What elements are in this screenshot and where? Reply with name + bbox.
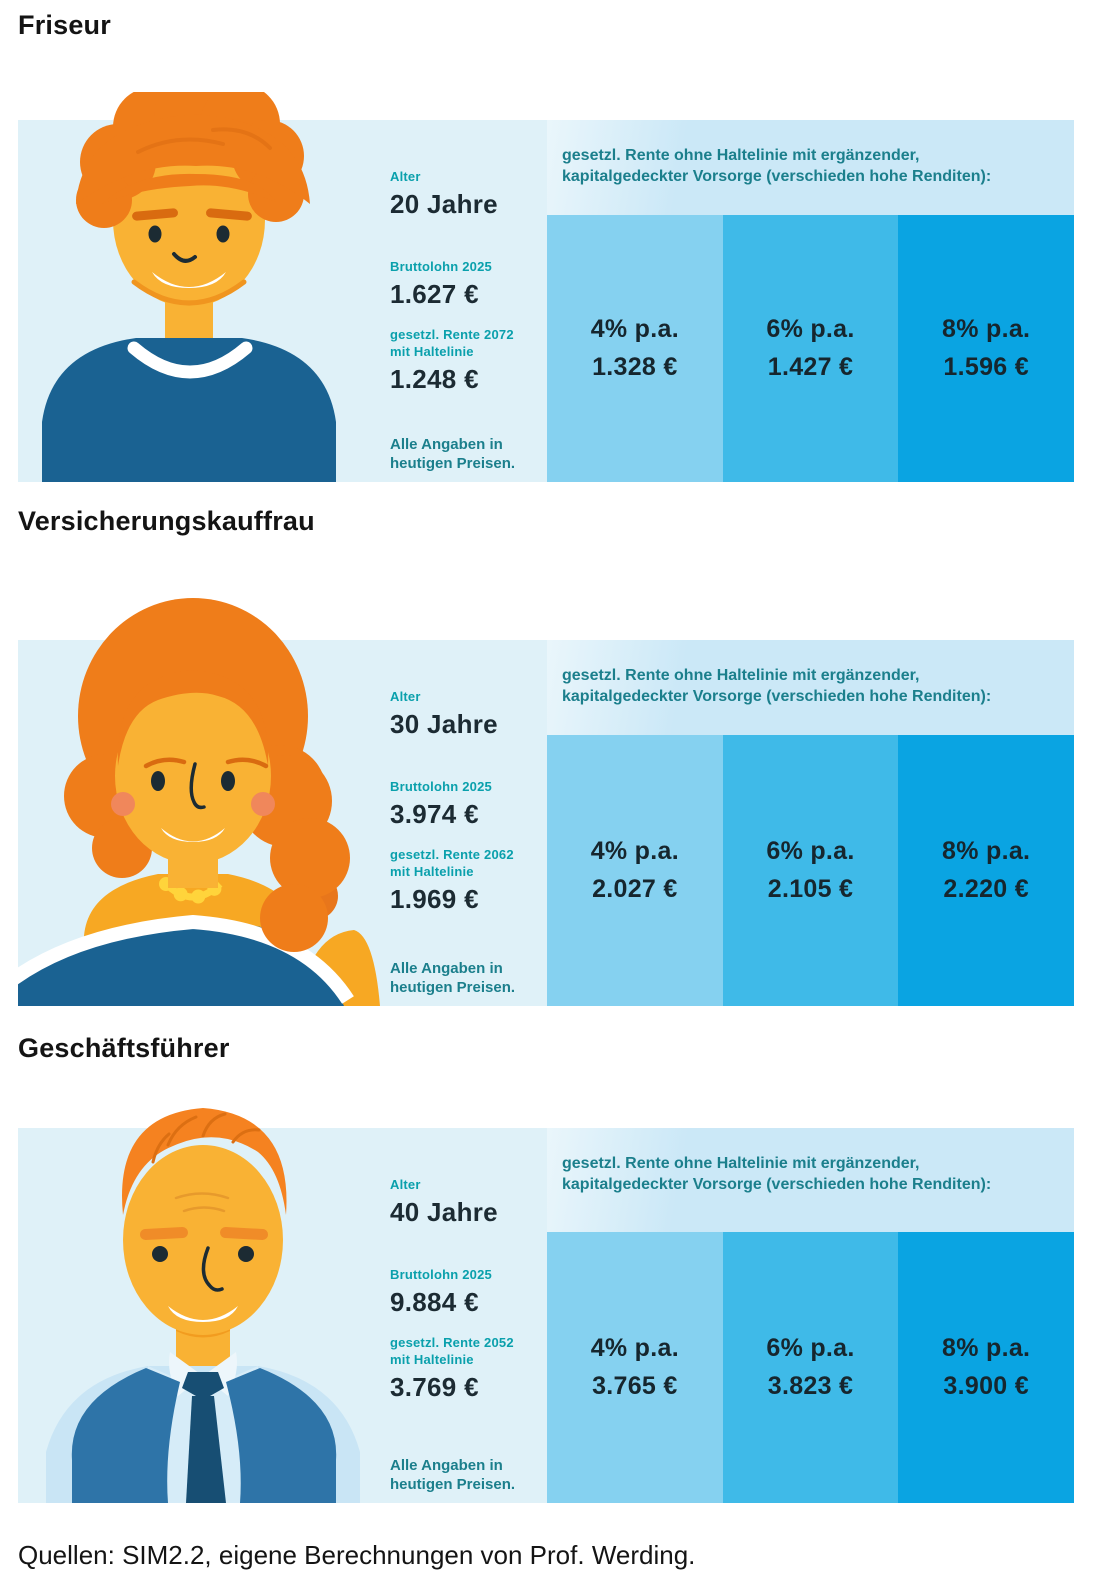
panel-header-band: gesetzl. Rente ohne Haltelinie mit ergän… — [547, 640, 1074, 735]
gross-wage-value: 3.974 € — [390, 799, 479, 829]
rate-label: 6% p.a. — [766, 837, 855, 865]
pension-label-line2: mit Haltelinie — [390, 864, 474, 879]
rate-label: 8% p.a. — [942, 837, 1031, 865]
prices-note: Alle Angaben in heutigen Preisen. — [390, 1456, 515, 1494]
rate-value: 1.328 € — [592, 353, 678, 381]
panel-header-band: gesetzl. Rente ohne Haltelinie mit ergän… — [547, 1128, 1074, 1232]
panel-header-line2: kapitalgedeckter Vorsorge (verschieden h… — [562, 1176, 992, 1193]
panel-header-line2: kapitalgedeckter Vorsorge (verschieden h… — [562, 688, 992, 705]
pension-value: 1.969 € — [390, 884, 479, 914]
pension-label-line1: gesetzl. Rente 2062 — [390, 847, 514, 862]
age-value: 40 Jahre — [390, 1197, 498, 1227]
return-columns: 4% p.a. 1.328 € 6% p.a. 1.427 € 8% p.a. … — [547, 215, 1075, 482]
panel-header-band: gesetzl. Rente ohne Haltelinie mit ergän… — [547, 120, 1074, 215]
panel-header-line1: gesetzl. Rente ohne Haltelinie mit ergän… — [562, 1155, 920, 1172]
rate-value: 2.027 € — [592, 875, 678, 903]
age-value: 20 Jahre — [390, 189, 498, 219]
pension-value: 3.769 € — [390, 1372, 479, 1402]
rate-label: 4% p.a. — [590, 1334, 679, 1362]
rate-label: 6% p.a. — [766, 315, 855, 343]
gross-wage-value: 1.627 € — [390, 279, 479, 309]
returns-panel: gesetzl. Rente ohne Haltelinie mit ergän… — [547, 120, 1075, 482]
age-label: Alter — [390, 1177, 421, 1192]
column-4pa: 4% p.a. 1.328 € — [547, 215, 723, 482]
panel-header-line2: kapitalgedeckter Vorsorge (verschieden h… — [562, 168, 992, 185]
gross-wage-label: Bruttolohn 2025 — [390, 1267, 492, 1282]
rate-value: 3.823 € — [767, 1372, 854, 1400]
card-friseur: Alter 20 Jahre Bruttolohn 2025 1.627 € g… — [18, 92, 1075, 482]
pension-value: 1.248 € — [390, 364, 479, 394]
statutory-pension-stat: gesetzl. Rente 2062 mit Haltelinie 1.969… — [390, 846, 565, 915]
column-4pa: 4% p.a. 2.027 € — [547, 735, 723, 1006]
statutory-pension-stat: gesetzl. Rente 2072 mit Haltelinie 1.248… — [390, 326, 565, 395]
card-versicherungskauffrau: Alter 30 Jahre Bruttolohn 2025 3.974 € g… — [18, 598, 1075, 1006]
rate-label: 4% p.a. — [590, 837, 679, 865]
gross-wage-stat: Bruttolohn 2025 1.627 € — [390, 258, 565, 310]
rate-label: 8% p.a. — [942, 315, 1031, 343]
gross-wage-value: 9.884 € — [390, 1287, 479, 1317]
section-title-geschaeftsfuehrer: Geschäftsführer — [18, 1033, 230, 1063]
column-6pa: 6% p.a. 3.823 € — [722, 1232, 899, 1503]
returns-panel: gesetzl. Rente ohne Haltelinie mit ergän… — [547, 1128, 1075, 1503]
prices-note-line1: Alle Angaben in — [390, 1457, 503, 1474]
pension-label-line2: mit Haltelinie — [390, 344, 474, 359]
source-line: Quellen: SIM2.2, eigene Berechnungen von… — [18, 1540, 696, 1570]
gross-wage-stat: Bruttolohn 2025 3.974 € — [390, 778, 565, 830]
column-8pa: 8% p.a. 1.596 € — [898, 215, 1075, 482]
prices-note-line2: heutigen Preisen. — [390, 455, 516, 472]
prices-note: Alle Angaben in heutigen Preisen. — [390, 435, 515, 473]
section-title-friseur: Friseur — [18, 10, 111, 40]
age-value: 30 Jahre — [390, 709, 498, 739]
panel-header-text: gesetzl. Rente ohne Haltelinie mit ergän… — [547, 120, 1074, 187]
age-stat: Alter 20 Jahre — [390, 168, 565, 220]
age-label: Alter — [390, 689, 421, 704]
column-4pa: 4% p.a. 3.765 € — [547, 1232, 723, 1503]
age-stat: Alter 30 Jahre — [390, 688, 565, 740]
prices-note-line1: Alle Angaben in — [390, 960, 503, 977]
prices-note-line1: Alle Angaben in — [390, 436, 503, 453]
rate-value: 2.105 € — [767, 875, 854, 903]
card-geschaeftsfuehrer: Alter 40 Jahre Bruttolohn 2025 9.884 € g… — [18, 1108, 1075, 1503]
panel-header-text: gesetzl. Rente ohne Haltelinie mit ergän… — [547, 640, 1074, 707]
panel-header-text: gesetzl. Rente ohne Haltelinie mit ergän… — [547, 1128, 1074, 1195]
panel-header-line1: gesetzl. Rente ohne Haltelinie mit ergän… — [562, 147, 920, 164]
column-8pa: 8% p.a. 2.220 € — [898, 735, 1075, 1006]
rate-label: 8% p.a. — [942, 1334, 1031, 1362]
age-stat: Alter 40 Jahre — [390, 1176, 565, 1228]
gross-wage-label: Bruttolohn 2025 — [390, 259, 492, 274]
column-6pa: 6% p.a. 1.427 € — [722, 215, 899, 482]
rate-value: 1.596 € — [943, 353, 1029, 381]
section-title-versicherungskauffrau: Versicherungskauffrau — [18, 506, 315, 536]
rate-value: 3.765 € — [592, 1372, 678, 1400]
statutory-pension-stat: gesetzl. Rente 2052 mit Haltelinie 3.769… — [390, 1334, 565, 1403]
prices-note-line2: heutigen Preisen. — [390, 979, 516, 996]
return-columns: 4% p.a. 2.027 € 6% p.a. 2.105 € 8% p.a. … — [547, 735, 1075, 1006]
pension-label-line1: gesetzl. Rente 2072 — [390, 327, 514, 342]
rate-value: 2.220 € — [943, 875, 1029, 903]
rate-label: 6% p.a. — [766, 1334, 855, 1362]
avatar-insurance-clerk-illustration — [18, 598, 380, 1006]
age-label: Alter — [390, 169, 421, 184]
rate-label: 4% p.a. — [590, 315, 679, 343]
pension-label-line2: mit Haltelinie — [390, 1352, 474, 1367]
prices-note-line2: heutigen Preisen. — [390, 1476, 516, 1493]
panel-header-line1: gesetzl. Rente ohne Haltelinie mit ergän… — [562, 667, 920, 684]
prices-note: Alle Angaben in heutigen Preisen. — [390, 959, 515, 997]
rate-value: 3.900 € — [943, 1372, 1029, 1400]
column-8pa: 8% p.a. 3.900 € — [898, 1232, 1075, 1503]
avatar-managing-director-illustration — [46, 1108, 360, 1503]
pension-label-line1: gesetzl. Rente 2052 — [390, 1335, 514, 1350]
gross-wage-label: Bruttolohn 2025 — [390, 779, 492, 794]
rate-value: 1.427 € — [767, 353, 854, 381]
column-6pa: 6% p.a. 2.105 € — [722, 735, 899, 1006]
return-columns: 4% p.a. 3.765 € 6% p.a. 3.823 € 8% p.a. … — [547, 1232, 1075, 1503]
returns-panel: gesetzl. Rente ohne Haltelinie mit ergän… — [547, 640, 1075, 1006]
avatar-hairdresser-illustration — [42, 92, 336, 482]
gross-wage-stat: Bruttolohn 2025 9.884 € — [390, 1266, 565, 1318]
